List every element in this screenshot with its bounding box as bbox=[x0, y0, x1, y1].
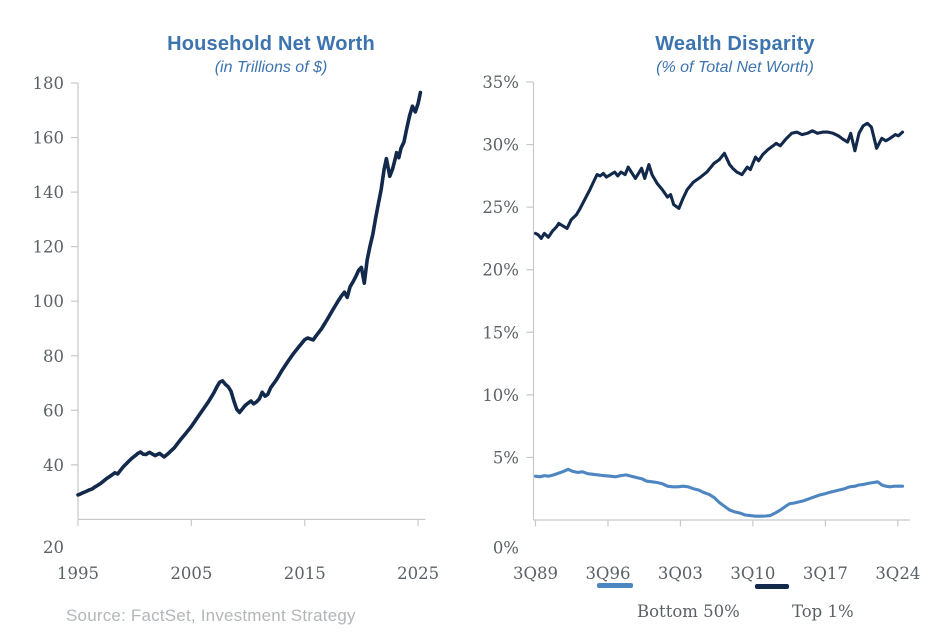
right-chart-subtitle: (% of Total Net Worth) bbox=[656, 59, 814, 76]
y-tick-label: 15% bbox=[482, 323, 519, 342]
y-tick-label: 0% bbox=[493, 539, 519, 558]
y-tick-label: 25% bbox=[482, 198, 519, 217]
wealth-disparity-plot: 35% 30% 25% 20% 15% 10% 5% 0% 3Q89 3Q96 3Q03 3Q10 3Q… bbox=[482, 73, 920, 583]
y-tick-label: 80 bbox=[43, 347, 64, 366]
y-tick-label: 40 bbox=[43, 456, 64, 475]
y-tick-label: 120 bbox=[33, 238, 65, 257]
x-tick-label: 3Q89 bbox=[513, 564, 558, 583]
series-line-top-1- bbox=[533, 121, 905, 240]
series-line-household-net-worth bbox=[76, 90, 423, 497]
x-tick-label: 3Q10 bbox=[730, 564, 775, 583]
legend-swatch-top-1-line bbox=[755, 584, 789, 589]
right-chart-title: Wealth Disparity bbox=[655, 33, 815, 55]
household-net-worth-plot: 180 160 140 120 100 80 60 40 20 1995 2005 2015 2025 bbox=[33, 74, 440, 583]
legend-label-top-1: Top 1% bbox=[792, 602, 854, 621]
x-tick-label: 1995 bbox=[57, 564, 99, 583]
y-tick-label: 30% bbox=[482, 136, 519, 155]
y-tick-label: 20% bbox=[482, 261, 519, 280]
x-tick-label: 3Q17 bbox=[803, 564, 848, 583]
y-tick-label: 35% bbox=[482, 73, 519, 92]
x-tick-label: 3Q24 bbox=[875, 564, 920, 583]
legend-swatch-bottom-50-line bbox=[597, 583, 633, 588]
source-note: Source: FactSet, Investment Strategy bbox=[66, 606, 356, 625]
y-tick-label: 160 bbox=[33, 129, 65, 148]
y-tick-label: 5% bbox=[493, 448, 519, 467]
x-tick-label: 2015 bbox=[284, 564, 326, 583]
y-tick-label: 180 bbox=[33, 74, 65, 93]
left-chart-subtitle: (in Trillions of $) bbox=[214, 59, 328, 76]
left-chart-title: Household Net Worth bbox=[167, 33, 375, 55]
y-tick-label: 20 bbox=[43, 538, 64, 557]
right-chart-title-block: Wealth Disparity (% of Total Net Worth) bbox=[555, 32, 915, 78]
y-tick-label: 100 bbox=[33, 292, 65, 311]
x-tick-label: 2025 bbox=[397, 564, 439, 583]
x-tick-label: 3Q03 bbox=[658, 564, 703, 583]
legend-label-bottom-50: Bottom 50% bbox=[637, 602, 740, 621]
x-tick-label: 3Q96 bbox=[585, 564, 630, 583]
y-tick-label: 140 bbox=[33, 183, 65, 202]
series-line-bottom-50- bbox=[533, 467, 905, 518]
x-tick-label: 2005 bbox=[170, 564, 212, 583]
y-tick-label: 10% bbox=[482, 386, 519, 405]
left-chart-title-block: Household Net Worth (in Trillions of $) bbox=[91, 32, 451, 78]
y-tick-label: 60 bbox=[43, 401, 64, 420]
